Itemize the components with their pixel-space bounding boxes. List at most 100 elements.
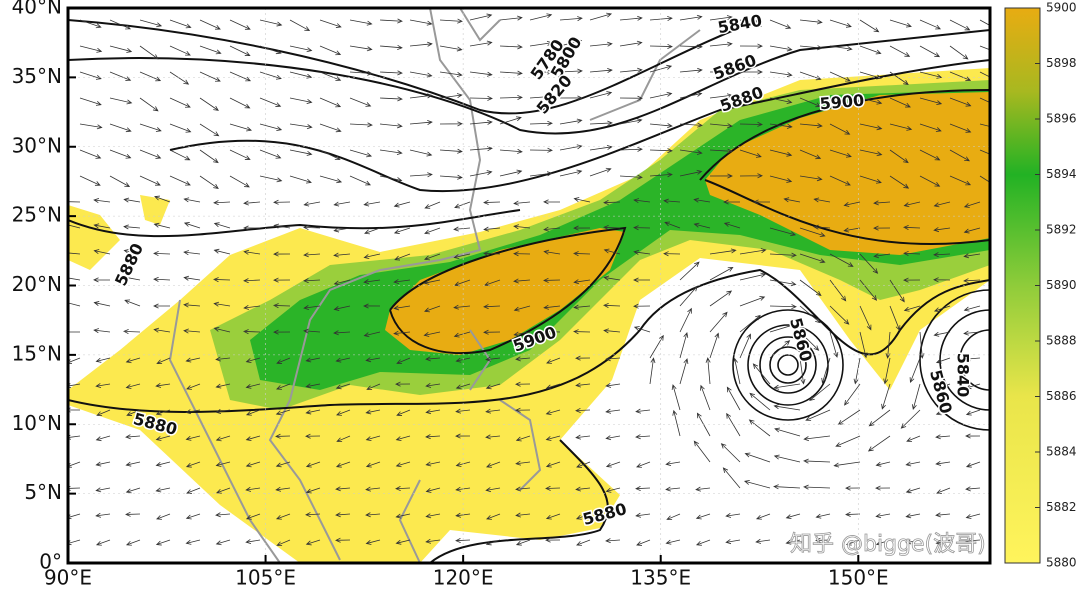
wind-arrow — [881, 383, 891, 410]
wind-arrow — [545, 435, 561, 441]
wind-arrow — [829, 175, 851, 186]
wind-arrow — [289, 97, 313, 104]
wind-arrow — [79, 71, 102, 80]
wind-arrow — [243, 249, 261, 255]
wind-arrow — [109, 71, 132, 81]
wind-arrow — [933, 252, 951, 258]
wind-arrow — [799, 253, 826, 264]
wind-arrow — [829, 253, 854, 267]
wind-arrow — [576, 461, 591, 468]
wind-arrow — [665, 461, 681, 467]
wind-arrow — [605, 382, 621, 388]
wind-arrow — [679, 91, 703, 99]
wind-arrow — [303, 328, 321, 334]
wind-arrow — [393, 227, 411, 234]
wind-arrow — [109, 175, 131, 188]
wind-arrow — [696, 412, 711, 437]
wind-arrow — [365, 486, 381, 492]
wind-arrow — [333, 305, 351, 311]
wind-arrow — [155, 461, 171, 467]
wind-arrow — [95, 512, 111, 518]
wind-arrow — [485, 383, 501, 390]
wind-arrow — [859, 123, 883, 131]
wind-arrow — [499, 70, 523, 76]
wind-arrow — [93, 198, 111, 204]
wind-arrow — [349, 122, 373, 128]
wind-arrow — [319, 19, 342, 28]
wind-arrow — [875, 485, 891, 491]
wind-arrow — [363, 201, 381, 207]
wind-arrow — [665, 486, 681, 492]
y-tick-label: 40°N — [12, 0, 62, 19]
wind-arrow — [559, 95, 583, 101]
wind-arrow — [515, 512, 531, 518]
wind-arrow — [305, 487, 321, 494]
wind-arrow — [979, 149, 990, 155]
wind-arrow — [423, 279, 441, 285]
wind-arrow — [139, 123, 162, 132]
wind-arrow — [933, 227, 951, 233]
wind-arrow — [439, 71, 463, 77]
wind-arrow — [273, 277, 291, 283]
wind-arrow — [259, 149, 282, 159]
wind-arrow — [749, 392, 771, 411]
wind-arrow — [515, 407, 531, 413]
wind-arrow — [513, 278, 531, 284]
wind-arrow — [739, 19, 762, 28]
wind-arrow — [199, 97, 219, 111]
wind-arrow — [229, 19, 251, 30]
shade-yellow — [68, 195, 170, 270]
wind-arrow — [153, 327, 171, 333]
wind-arrow — [575, 486, 591, 492]
wind-arrow — [169, 71, 190, 85]
wind-arrow — [589, 144, 613, 151]
wind-arrow — [169, 123, 192, 133]
wind-arrow — [243, 304, 261, 310]
wind-arrow — [183, 222, 201, 229]
wind-arrow — [486, 461, 501, 468]
wind-arrow — [979, 45, 990, 51]
wind-arrow — [739, 173, 763, 179]
wind-arrow — [305, 433, 321, 439]
wind-arrow — [679, 261, 700, 281]
wind-arrow — [333, 252, 351, 258]
wind-arrow — [709, 15, 733, 21]
wind-arrow — [335, 357, 351, 363]
wind-arrow — [169, 45, 191, 56]
wind-arrow — [245, 513, 261, 520]
wind-arrow — [605, 356, 621, 362]
colorbar-label: 5886 — [1046, 389, 1077, 403]
wind-arrow — [379, 123, 403, 129]
wind-arrow — [289, 45, 313, 53]
wind-arrow — [513, 305, 531, 312]
colorbar-label: 5900 — [1046, 1, 1077, 15]
wind-arrow — [319, 45, 342, 56]
wind-arrow — [245, 435, 261, 442]
wind-arrow — [153, 276, 171, 282]
wind-arrow — [109, 97, 133, 105]
wind-arrow — [949, 19, 971, 31]
wind-arrow — [963, 227, 981, 234]
wind-arrow — [126, 409, 141, 416]
wind-arrow — [183, 275, 201, 281]
wind-arrow — [123, 275, 141, 281]
wind-arrow — [68, 275, 81, 281]
wind-arrow — [709, 332, 720, 359]
wind-arrow — [305, 383, 321, 389]
wind-arrow — [186, 487, 201, 494]
wind-arrow — [513, 251, 531, 257]
wind-arrow — [965, 383, 981, 390]
wind-arrow — [903, 250, 921, 256]
wind-arrow — [799, 305, 821, 324]
wind-arrow — [379, 70, 403, 76]
wind-arrow — [813, 197, 831, 203]
wind-arrow — [289, 149, 313, 156]
wind-arrow — [95, 435, 111, 442]
wind-arrow — [919, 19, 942, 30]
wind-arrow — [693, 440, 711, 463]
wind-arrow — [243, 225, 261, 231]
shade-orange — [385, 228, 625, 355]
wind-arrow — [803, 458, 831, 464]
wind-arrow — [543, 199, 561, 205]
wind-arrow — [815, 537, 831, 543]
